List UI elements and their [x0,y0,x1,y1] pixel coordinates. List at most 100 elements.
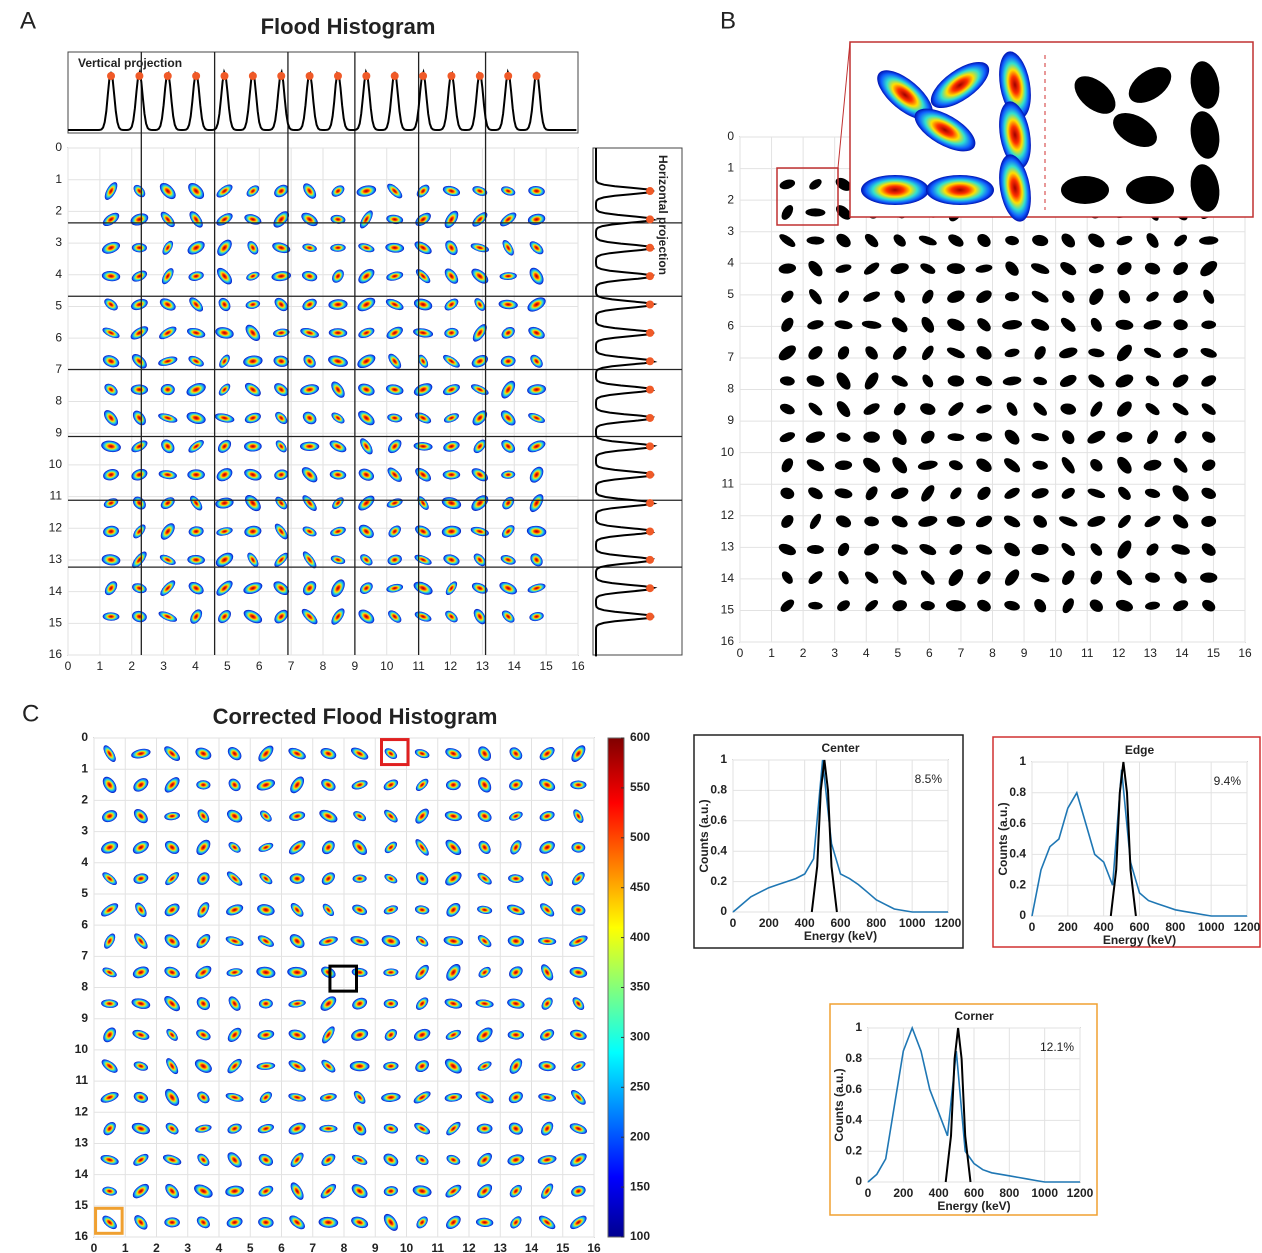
crystal-blob [290,903,304,917]
crystal-blob [1145,403,1160,416]
crystal-blob [162,240,174,255]
crystal-blob [188,355,204,367]
crystal-blob [1201,487,1216,499]
y-tick-label: 12 [49,520,63,534]
crystal-blob [197,809,210,823]
crystal-blob [509,966,523,979]
crystal-blob [289,934,305,949]
y-tick-label: 11 [722,476,735,490]
crystal-blob [413,1091,431,1104]
crystal-blob [1004,569,1020,586]
crystal-blob [781,571,793,584]
crystal-blob [227,1123,242,1134]
crystal-blob [132,840,149,854]
crystal-blob [102,1215,117,1230]
crystal-blob [835,264,852,273]
crystal-blob [501,380,516,399]
crystal-blob [477,810,492,822]
crystal-blob [539,778,556,791]
crystal-blob [1115,319,1134,330]
crystal-blob [1034,346,1046,360]
zoom-inset [849,41,1254,222]
crystal-blob [243,609,263,624]
projection-peak [192,72,201,80]
crystal-blob [301,608,318,625]
crystal-blob [509,811,523,821]
crystal-blob [946,263,965,275]
crystal-blob [387,413,403,423]
crystal-blob [383,1123,398,1134]
x-tick-label: 0 [65,659,72,673]
x-tick-label: 3 [831,646,838,660]
crystal-blob [274,552,289,567]
crystal-blob [1031,433,1049,442]
projection-peak [362,72,371,80]
crystal-blob [805,431,826,443]
crystal-blob [197,1091,210,1104]
projection-peak [646,555,654,564]
crystal-blob [164,996,180,1012]
crystal-blob [188,271,204,281]
crystal-blob [131,243,147,253]
crystal-blob [471,384,489,395]
y-tick-label: 5 [55,299,62,313]
crystal-blob [217,267,233,285]
x-tick-label: 12 [1112,646,1126,660]
spectrum-line [944,1027,972,1183]
crystal-blob [1003,515,1021,528]
crystal-blob [1116,235,1133,246]
crystal-blob [289,1215,305,1230]
y-tick-label: 5 [81,886,88,900]
x-tick-label: 10 [1049,646,1063,660]
crystal-blob [950,487,962,500]
y-tick-label: 2 [55,204,62,218]
crystal-blob [216,527,233,536]
x-tick-label: 4 [192,659,199,673]
crystal-blob [101,1059,118,1073]
x-tick-label: 5 [247,1241,254,1253]
crystal-blob [541,871,553,886]
y-tick-label: 16 [721,634,735,648]
y-tick-label: 15 [75,1198,89,1212]
crystal-blob [865,599,879,612]
y-tick-label: 8 [55,394,62,408]
crystal-blob [190,495,203,511]
crystal-blob [132,551,147,569]
crystal-blob [445,240,458,256]
crystal-blob [415,997,429,1010]
crystal-blob [164,840,180,854]
crystal-blob [162,1154,182,1166]
crystal-blob [132,966,149,979]
crystal-blob [834,320,853,330]
annotation: 8.5% [915,772,943,786]
crystal-blob [290,1182,304,1200]
crystal-blob [356,185,377,197]
y-tick-label: 11 [75,1073,88,1087]
crystal-blob [320,996,337,1011]
y-tick-label: 1 [855,1020,862,1034]
crystal-blob [302,411,317,425]
crystal-blob [1174,571,1187,584]
spectrum-line [1109,761,1137,917]
crystal-blob [159,182,176,200]
crystal-blob [509,1058,523,1074]
crystal-blob [1172,402,1189,416]
crystal-blob [194,1059,212,1073]
crystal-blob [921,485,935,502]
crystal-blob [835,177,852,191]
crystal-blob [383,1153,399,1167]
crystal-blob [416,184,430,198]
crystal-blob [527,384,546,395]
crystal-blob [225,936,244,946]
crystal-blob [160,384,175,396]
crystal-blob [1201,515,1217,527]
crystal-blob [358,609,375,624]
crystal-blob [1146,233,1159,248]
crystal-blob [1088,233,1105,248]
crystal-blob [103,1122,116,1136]
crystal-blob [132,583,147,594]
crystal-blob [357,297,376,312]
x-tick-label: 8 [989,646,996,660]
crystal-blob [838,570,849,585]
crystal-blob [383,779,399,791]
